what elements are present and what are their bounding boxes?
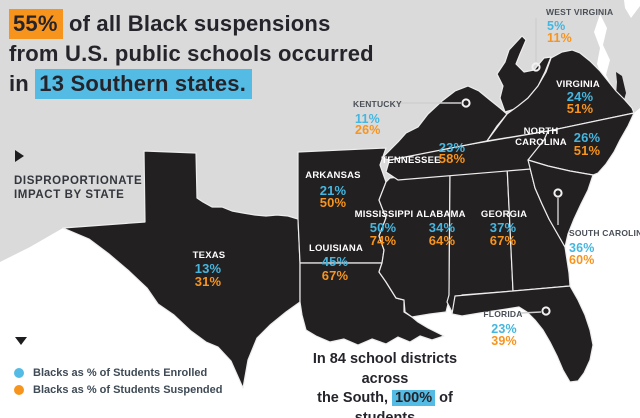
- legend-item-enrolled: Blacks as % of Students Enrolled: [14, 364, 223, 381]
- atlantic-corner: [624, 0, 640, 18]
- leader-lines: [397, 18, 563, 316]
- marker-west-virginia: [531, 62, 541, 72]
- footnote-line-2: the South, 100% of students: [317, 390, 453, 418]
- label-ar-enrolled: 21%: [320, 183, 347, 198]
- label-ms-name: MISSISSIPPI: [355, 209, 414, 220]
- label-sc-name: SOUTH CAROLINA: [569, 228, 640, 238]
- pointer-down-icon: [15, 337, 27, 345]
- leader-florida: [520, 311, 542, 314]
- footnote-line-1: In 84 school districts across: [312, 351, 458, 387]
- southern-states: [62, 35, 635, 389]
- label-nc-suspended: 51%: [574, 143, 601, 158]
- label-wv-name: WEST VIRGINIA: [546, 7, 613, 17]
- marker-kentucky: [461, 98, 471, 108]
- label-ga-name: GEORGIA: [481, 209, 527, 220]
- highlight-100pct: 100%: [392, 390, 436, 406]
- label-sc-suspended: 60%: [569, 253, 595, 267]
- label-fl-suspended: 39%: [491, 334, 517, 348]
- state-shape-texas: [62, 150, 301, 389]
- state-labels: TEXAS13%31%ARKANSAS21%50%LOUISIANA45%67%…: [193, 7, 640, 348]
- label-ms-enrolled: 50%: [370, 220, 397, 235]
- label-ky-name: KENTUCKY: [353, 99, 402, 109]
- label-ar-suspended: 50%: [320, 195, 347, 210]
- state-shape-south-carolina: [527, 159, 594, 248]
- label-va-suspended: 51%: [567, 101, 594, 116]
- label-wv-enrolled: 5%: [547, 19, 565, 33]
- label-sc-enrolled: 36%: [569, 241, 595, 255]
- state-shape-florida: [451, 285, 594, 383]
- label-ms-suspended: 74%: [370, 233, 397, 248]
- label-tn-suspended: 58%: [439, 151, 466, 166]
- headline-line-1: 55% of all Black suspensions: [9, 9, 374, 39]
- label-al-suspended: 64%: [429, 233, 456, 248]
- label-nc-enrolled: 26%: [574, 130, 601, 145]
- highlight-55pct: 55%: [9, 9, 63, 39]
- label-al-enrolled: 34%: [429, 220, 456, 235]
- section-label: DISPROPORTIONATE IMPACT BY STATE: [14, 175, 143, 201]
- label-fl-enrolled: 23%: [491, 322, 517, 336]
- label-ar-name: ARKANSAS: [305, 170, 360, 181]
- label-ky-suspended: 26%: [355, 123, 381, 137]
- pointer-right-icon: [15, 150, 24, 162]
- label-tn-name: TENNESSEE: [381, 155, 440, 166]
- label-tx-enrolled: 13%: [195, 261, 222, 276]
- headline-line-3: in 13 Southern states.: [9, 69, 374, 99]
- highlight-13-states: 13 Southern states.: [35, 69, 253, 99]
- label-tn-enrolled: 23%: [439, 140, 466, 155]
- label-ky-enrolled: 11%: [355, 112, 380, 126]
- label-va-enrolled: 24%: [567, 89, 594, 104]
- label-tx-name: TEXAS: [193, 250, 226, 261]
- headline: 55% of all Black suspensions from U.S. p…: [9, 9, 374, 99]
- label-la-suspended: 67%: [322, 268, 349, 283]
- label-al-name: ALABAMA: [416, 209, 465, 220]
- marker-florida: [541, 306, 551, 316]
- legend-dot-orange-icon: [14, 384, 24, 395]
- legend-item-suspended: Blacks as % of Students Suspended: [14, 381, 223, 398]
- label-la-enrolled: 45%: [322, 254, 349, 269]
- state-shape-north-carolina: [527, 112, 635, 176]
- label-tx-suspended: 31%: [195, 274, 222, 289]
- headline-line-2: from U.S. public schools occurred: [9, 41, 374, 66]
- label-va-name: VIRGINIA: [556, 79, 600, 90]
- label-nc-name2: CAROLINA: [515, 137, 567, 148]
- legend-dot-blue-icon: [14, 367, 24, 378]
- legend: Blacks as % of Students Enrolled Blacks …: [14, 364, 223, 398]
- label-ga-suspended: 67%: [490, 233, 517, 248]
- label-fl-name: FLORIDA: [483, 309, 522, 319]
- label-nc-name: NORTH: [524, 126, 559, 137]
- legend-label-enrolled: Blacks as % of Students Enrolled: [33, 366, 208, 379]
- marker-south-carolina: [553, 188, 563, 198]
- legend-label-suspended: Blacks as % of Students Suspended: [33, 383, 223, 396]
- footnote: In 84 school districts across the South,…: [290, 350, 480, 418]
- state-shape-mississippi: [378, 171, 451, 318]
- label-wv-suspended: 11%: [547, 31, 572, 45]
- chesapeake-bay: [594, 14, 622, 110]
- label-ga-enrolled: 37%: [490, 220, 517, 235]
- label-la-name: LOUISIANA: [309, 243, 363, 254]
